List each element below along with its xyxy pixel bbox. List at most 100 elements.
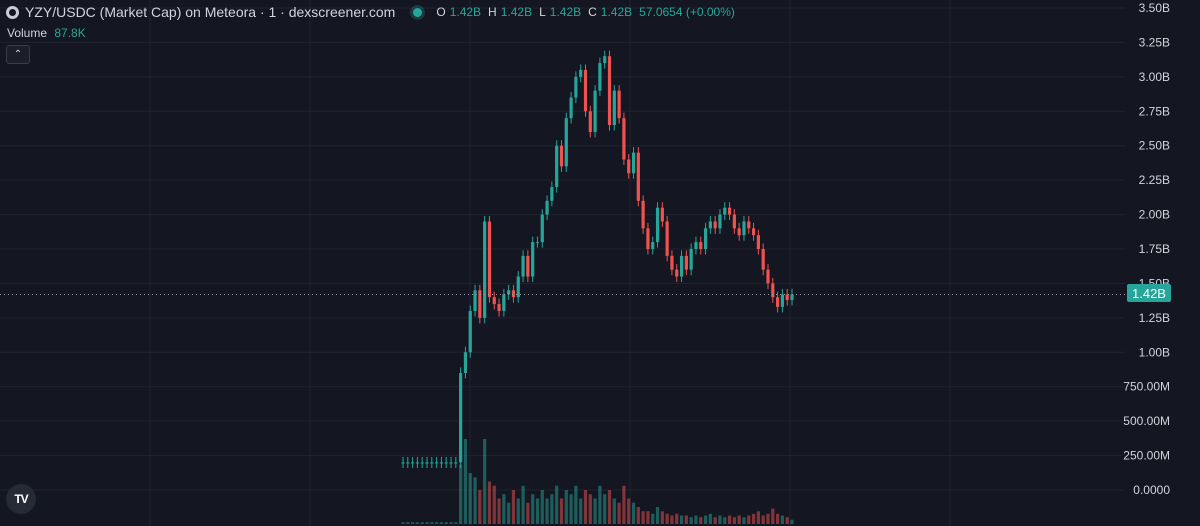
candle-body (449, 462, 453, 464)
y-tick-label: 3.00B (1139, 70, 1170, 84)
volume-bar (497, 498, 501, 524)
volume-bar (593, 498, 597, 524)
chart-title: YZY/USDC (Market Cap) on Meteora · 1 · d… (25, 4, 396, 20)
volume-bar (675, 513, 679, 524)
candle-body (468, 310, 472, 353)
volume-bar (607, 490, 612, 524)
candle-body (732, 214, 736, 229)
y-tick-label: 2.00B (1139, 208, 1170, 222)
candle-body (694, 242, 698, 249)
candle-body (583, 69, 588, 112)
y-tick-label: 0.0000 (1133, 483, 1170, 497)
candle-body (641, 200, 645, 229)
volume-bar (459, 464, 463, 524)
candle-body (670, 255, 674, 270)
candle-body (588, 111, 592, 132)
volume-bar (603, 494, 607, 524)
volume-bar (708, 513, 712, 524)
volume-bar (631, 502, 636, 524)
volume-bar (535, 498, 540, 524)
candle-body (790, 294, 794, 300)
volume-bar (747, 515, 751, 524)
candle-body (463, 352, 468, 373)
candle-body (775, 297, 780, 307)
candle-body (756, 235, 760, 249)
candle-body (487, 221, 492, 298)
candle-body (723, 207, 727, 215)
candle-body (607, 56, 612, 126)
volume-legend: Volume 87.8K (7, 26, 86, 40)
volume-bar (771, 508, 775, 524)
volume-bar (468, 473, 472, 524)
ohlc-low-key: L (539, 5, 546, 19)
candle-body (593, 90, 597, 132)
candle-body (555, 145, 559, 188)
volume-bar (507, 502, 511, 524)
volume-bar (780, 515, 784, 524)
volume-bar (718, 515, 722, 524)
volume-bar (415, 522, 420, 524)
candle-body (511, 290, 516, 298)
candle-body (439, 462, 444, 464)
volume-bar (790, 519, 794, 524)
ohlc-close-key: C (588, 5, 597, 19)
candle-body (430, 462, 434, 464)
candle-body (411, 462, 415, 464)
volume-bar (665, 513, 669, 524)
candle-body (545, 200, 549, 215)
volume-bar (655, 507, 660, 524)
candle-body (703, 228, 708, 249)
y-tick-label: 500.00M (1123, 414, 1170, 428)
chevron-up-icon: ⌃ (13, 49, 23, 60)
y-tick-label: 1.00B (1139, 345, 1170, 359)
volume-label: Volume (7, 26, 48, 40)
ohlc-high-key: H (488, 5, 497, 19)
ohlc-readout: O 1.42B H 1.42B L 1.42B C 1.42B 57.0654 … (436, 5, 738, 19)
volume-bars (401, 439, 794, 524)
volume-bar (569, 494, 573, 524)
candle-body (559, 145, 564, 167)
volume-bar (583, 490, 588, 524)
tradingview-logo-icon[interactable]: TV (6, 484, 36, 514)
candle-body (535, 242, 540, 244)
volume-bar (660, 511, 664, 524)
candle-body (627, 159, 631, 174)
candle-body (569, 97, 573, 119)
candle-body (761, 249, 765, 270)
volume-bar (756, 511, 760, 524)
candle-body (751, 228, 756, 236)
candle-body (747, 221, 751, 229)
candle-body (727, 207, 732, 215)
volume-bar (478, 490, 482, 524)
volume-bar (670, 515, 674, 524)
candle-body (699, 242, 703, 249)
ohlc-change: 57.0654 (+0.00%) (639, 5, 735, 19)
volume-bar (579, 498, 583, 524)
candle-body (718, 214, 722, 229)
volume-bar (487, 481, 492, 524)
volume-bar (588, 494, 592, 524)
volume-bar (492, 485, 496, 524)
volume-bar (555, 485, 559, 524)
volume-bar (684, 515, 688, 524)
volume-bar (727, 515, 732, 524)
y-tick-label: 250.00M (1123, 449, 1170, 463)
candle-body (766, 269, 770, 284)
candle-body (665, 221, 669, 256)
live-status-icon (413, 7, 423, 17)
ohlc-high-value: 1.42B (500, 5, 533, 19)
candle-body (435, 462, 439, 464)
candle-body (473, 290, 477, 311)
collapse-legend-button[interactable]: ⌃ (6, 45, 30, 64)
volume-bar (737, 515, 741, 524)
candle-body (507, 290, 511, 295)
volume-bar (703, 515, 708, 524)
volume-bar (439, 522, 444, 524)
volume-bar (641, 511, 645, 524)
volume-bar (574, 485, 578, 524)
volume-bar (463, 439, 468, 524)
token-logo-icon (6, 5, 19, 19)
candle-body (516, 276, 520, 298)
